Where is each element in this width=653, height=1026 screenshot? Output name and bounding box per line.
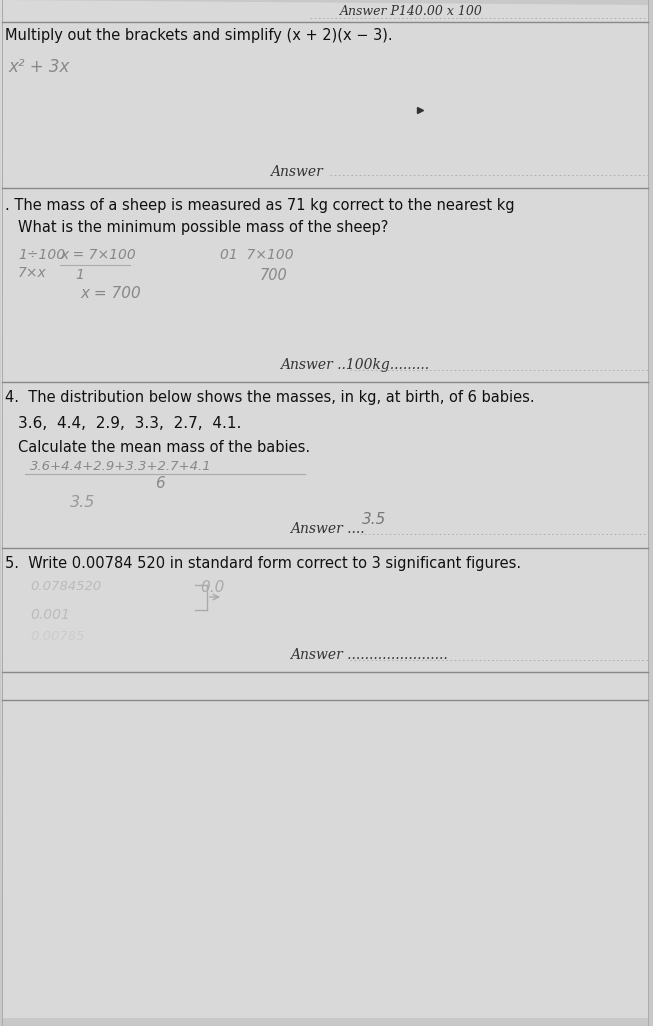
Text: 1: 1 — [75, 268, 84, 282]
Text: Answer ..100kg.........: Answer ..100kg......... — [280, 358, 429, 372]
Text: . The mass of a sheep is measured as 71 kg correct to the nearest kg: . The mass of a sheep is measured as 71 … — [5, 198, 515, 213]
Text: 3.6,  4.4,  2.9,  3.3,  2.7,  4.1.: 3.6, 4.4, 2.9, 3.3, 2.7, 4.1. — [18, 416, 242, 431]
Text: 0.0784520: 0.0784520 — [30, 580, 101, 593]
Text: x = 7×100: x = 7×100 — [60, 248, 136, 262]
Text: Answer .......................: Answer ....................... — [290, 648, 448, 662]
Text: 0.001: 0.001 — [30, 608, 70, 622]
Text: x = 700: x = 700 — [80, 286, 141, 301]
Text: 0.00785: 0.00785 — [30, 630, 84, 643]
Text: x² + 3x: x² + 3x — [8, 58, 69, 76]
Text: What is the minimum possible mass of the sheep?: What is the minimum possible mass of the… — [18, 220, 389, 235]
Text: 01  7×100: 01 7×100 — [220, 248, 294, 262]
Text: 1÷100: 1÷100 — [18, 248, 65, 262]
Text: 3.5: 3.5 — [362, 512, 387, 527]
Text: 3.5: 3.5 — [70, 495, 95, 510]
Text: Answer ....: Answer .... — [290, 522, 364, 536]
Text: 4.  The distribution below shows the masses, in kg, at birth, of 6 babies.: 4. The distribution below shows the mass… — [5, 390, 535, 405]
Text: 6: 6 — [155, 476, 165, 491]
Text: 7×x: 7×x — [18, 266, 47, 280]
Text: 700: 700 — [260, 268, 288, 283]
Text: 5.  Write 0.00784 520 in standard form correct to 3 significant figures.: 5. Write 0.00784 520 in standard form co… — [5, 556, 521, 571]
Text: Answer: Answer — [270, 165, 323, 179]
Text: Calculate the mean mass of the babies.: Calculate the mean mass of the babies. — [18, 440, 310, 455]
Text: Multiply out the brackets and simplify (x + 2)(x − 3).: Multiply out the brackets and simplify (… — [5, 28, 392, 43]
Text: Answer P140.00 x 100: Answer P140.00 x 100 — [340, 5, 483, 18]
Text: 0.0: 0.0 — [200, 580, 225, 595]
Text: 3.6+4.4+2.9+3.3+2.7+4.1: 3.6+4.4+2.9+3.3+2.7+4.1 — [30, 460, 212, 473]
